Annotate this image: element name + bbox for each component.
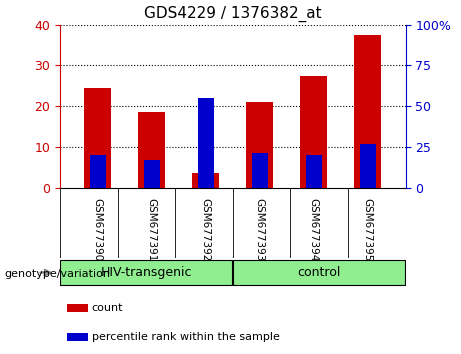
Text: GSM677393: GSM677393 [255,198,265,262]
Bar [246,102,273,188]
Bar [89,155,106,188]
Bar [192,173,219,188]
Text: control: control [297,266,341,279]
Text: HIV-transgenic: HIV-transgenic [100,266,192,279]
Bar [233,260,405,285]
Text: GSM677390: GSM677390 [93,198,103,262]
Bar [355,35,381,188]
Text: GSM677394: GSM677394 [309,198,319,262]
Text: GSM677391: GSM677391 [147,198,157,262]
Bar [252,153,268,188]
Title: GDS4229 / 1376382_at: GDS4229 / 1376382_at [144,6,322,22]
Text: percentile rank within the sample: percentile rank within the sample [92,332,280,342]
Text: GSM677395: GSM677395 [363,198,373,262]
Bar [67,304,88,312]
Text: genotype/variation: genotype/variation [5,269,111,279]
Bar [144,160,160,188]
Bar [300,76,327,188]
Bar [306,155,322,188]
Bar [84,88,111,188]
Bar [60,260,232,285]
Bar [138,112,165,188]
Bar [360,144,376,188]
Bar [67,333,88,341]
Bar [198,98,214,188]
Text: GSM677392: GSM677392 [201,198,211,262]
Text: count: count [92,303,123,313]
